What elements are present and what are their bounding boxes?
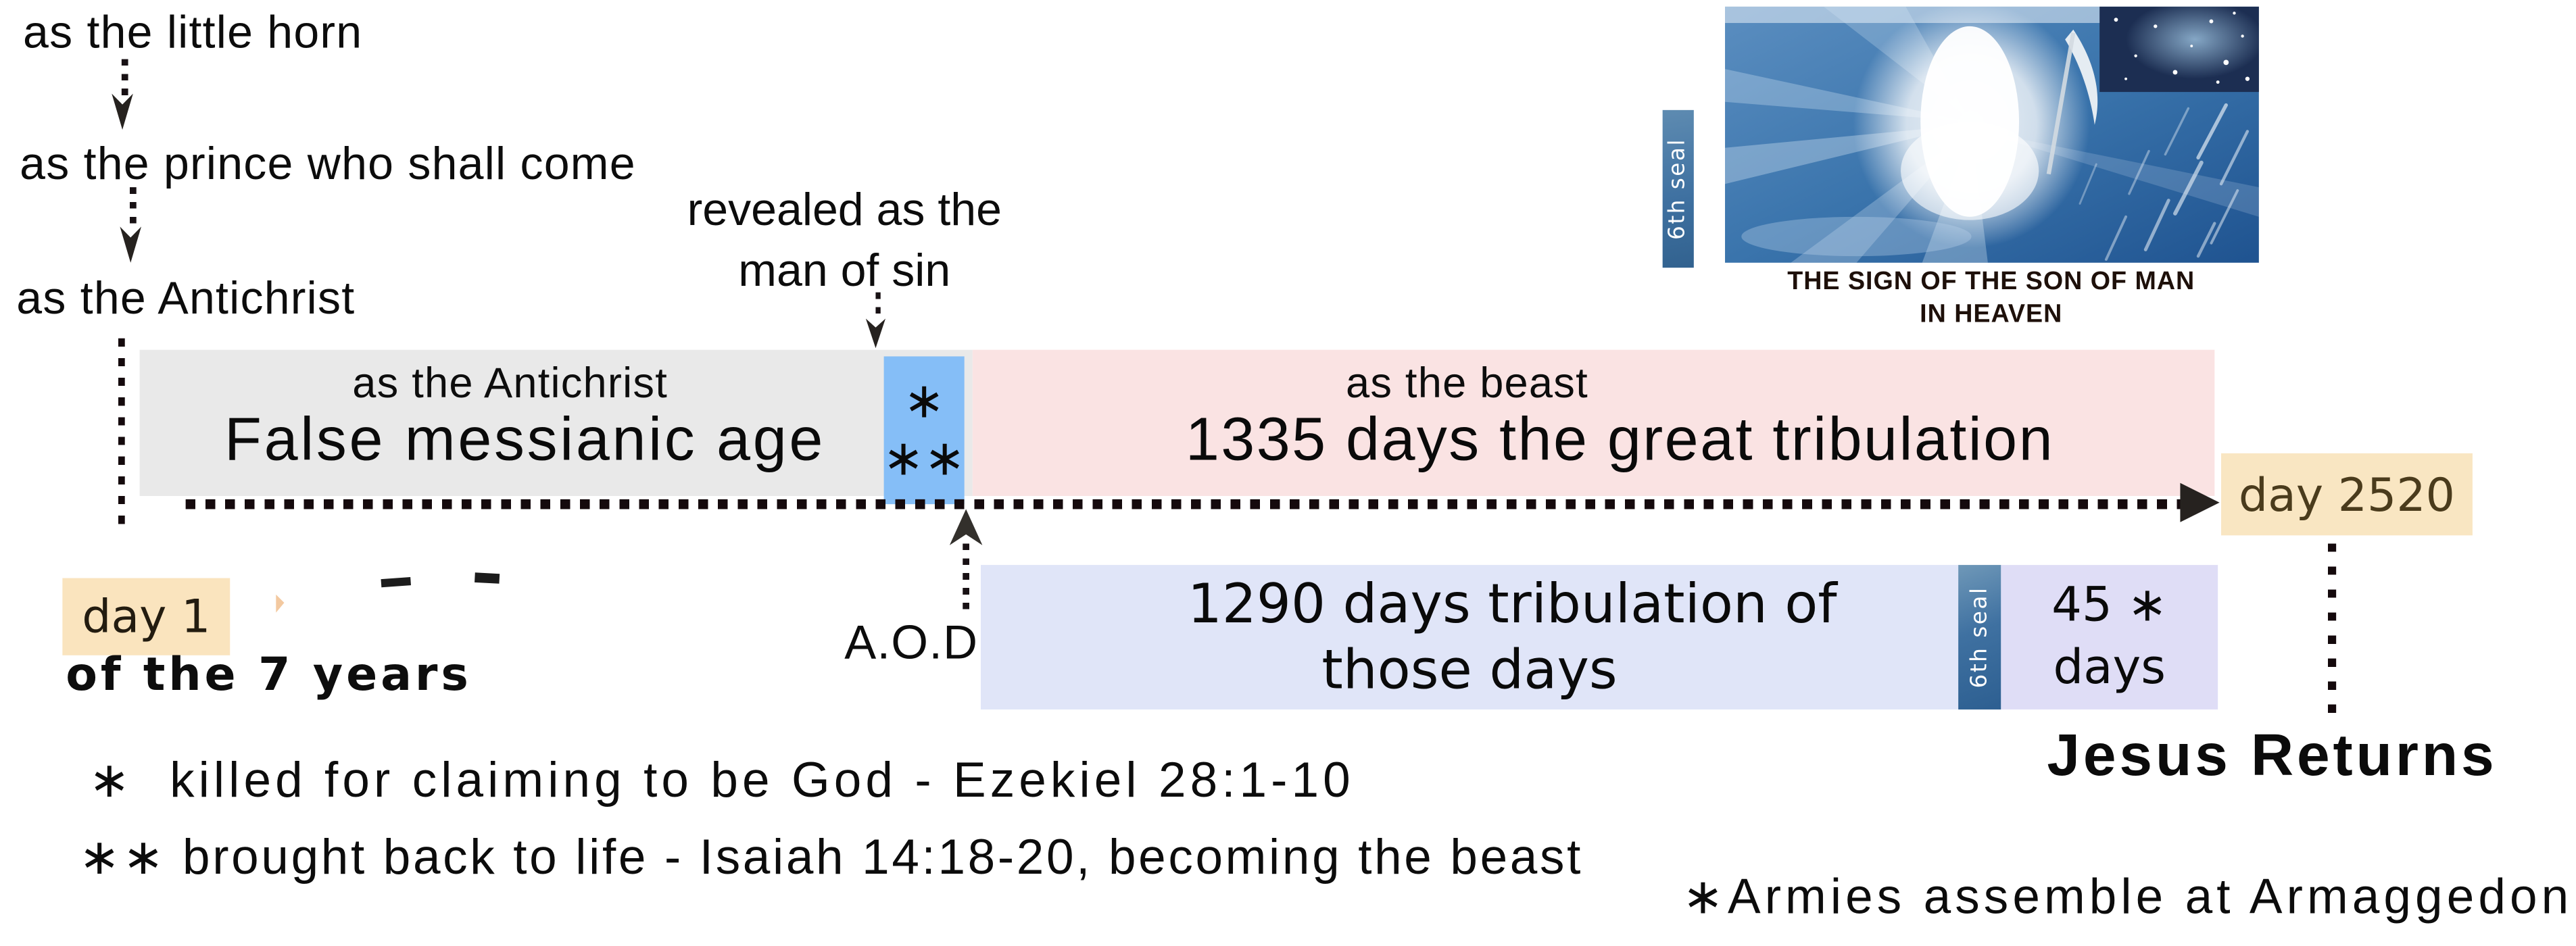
day-2520-marker: day 2520 <box>2221 453 2473 536</box>
footnote-armies: ∗Armies assemble at Armaggedon <box>1682 870 2573 925</box>
double-asterisk-icon: ∗∗ <box>883 430 966 488</box>
footnote-killed: ∗ killed for claiming to be God - Ezekie… <box>89 753 1355 808</box>
stray-mark <box>276 594 285 613</box>
revealed-line2: man of sin <box>738 245 951 296</box>
label-revealed-man-of-sin: revealed as the man of sin <box>657 180 1031 302</box>
footnote-brought-back: ∗∗ brought back to life - Isaiah 14:18-2… <box>78 830 1584 886</box>
sixth-seal-tag: 6th seal <box>1958 565 2001 710</box>
jesus-returns-label: Jesus Returns <box>2047 720 2498 789</box>
timeline-dotted-arrow <box>185 499 2184 509</box>
day-2520-label: day 2520 <box>2238 467 2455 522</box>
day2520-dotted-line <box>2328 543 2337 718</box>
down-arrow-icon <box>120 226 142 263</box>
1290-days-box: 1290 days tribulation of those days <box>981 565 1959 710</box>
day-1-marker: day 1 <box>62 578 230 655</box>
label-antichrist: as the Antichrist <box>16 272 356 324</box>
caption-line1: THE SIGN OF THE SON OF MAN <box>1787 268 2195 296</box>
dotted-arrow-stem <box>121 59 128 97</box>
sixth-seal-tag: 6th seal <box>1662 109 1694 268</box>
45-days-box: 45 ∗ days <box>2001 565 2218 710</box>
gray-box-subtitle: as the Antichrist <box>352 357 669 407</box>
great-tribulation-box: as the beast 1335 days the great tribula… <box>972 349 2215 497</box>
false-messianic-age-box: as the Antichrist False messianic age <box>139 349 973 497</box>
image-caption: THE SIGN OF THE SON OF MAN IN HEAVEN <box>1715 266 2267 332</box>
up-arrow-icon <box>949 509 983 545</box>
stray-mark <box>475 572 500 584</box>
down-arrow-icon <box>112 93 133 130</box>
label-little-horn: as the little horn <box>23 6 363 58</box>
caption-line2: IN HEAVEN <box>1920 301 2063 329</box>
day-1-label: day 1 <box>82 589 211 644</box>
dotted-arrow-stem <box>963 543 969 613</box>
stray-mark <box>381 577 411 588</box>
revealed-line1: revealed as the <box>687 184 1002 235</box>
1290-days-line2: those days <box>1321 637 1618 701</box>
son-of-man-image <box>1725 0 2264 263</box>
of-the-7-years-label: of the 7 years <box>66 647 472 701</box>
gray-box-title: False messianic age <box>224 405 826 473</box>
1290-days-line1: 1290 days tribulation of <box>1187 571 1837 636</box>
45-days-line2: days <box>2053 639 2166 695</box>
sixth-seal-tag-label: 6th seal <box>1966 586 1993 689</box>
day1-boundary-dotted-line <box>118 338 125 529</box>
down-arrow-icon <box>865 318 886 349</box>
pink-box-title: 1335 days the great tribulation <box>1185 405 2055 473</box>
sixth-seal-tag-label: 6th seal <box>1665 138 1692 240</box>
dotted-arrow-stem <box>875 292 881 322</box>
dotted-arrow-stem <box>130 187 137 228</box>
son-of-man-illustration <box>1725 0 2264 263</box>
asterisk-icon: ∗ <box>903 372 945 430</box>
death-resurrection-box: ∗ ∗∗ <box>883 356 966 505</box>
pink-box-subtitle: as the beast <box>1345 357 1588 407</box>
label-prince-who-shall-come: as the prince who shall come <box>20 138 636 189</box>
45-days-line1: 45 ∗ <box>2051 576 2168 633</box>
